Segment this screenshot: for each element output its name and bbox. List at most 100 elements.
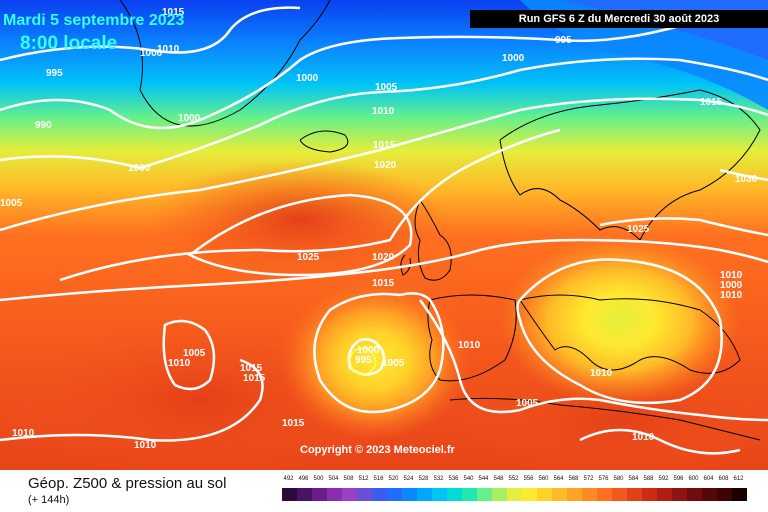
isobar-label: 1010 [458, 340, 481, 351]
isobar-label: 1000 [720, 280, 743, 291]
legend-swatch [417, 488, 432, 501]
color-scale: 492 496 500 504 508 512 516 520 524 528 532 536 540 5… [282, 476, 750, 510]
legend-swatch [342, 488, 357, 501]
legend-tick-label: 548 [493, 476, 504, 482]
isobar-label: 1000 [357, 345, 380, 356]
weather-map: 1015 1010 995 1000 1000 995 1000 990 1000 1000 100… [0, 0, 768, 470]
isobar-label: 1015 [282, 418, 305, 429]
legend-tick-label: 600 [688, 476, 699, 482]
isobar-label: 1005 [516, 398, 539, 409]
legend-tick-label: 540 [463, 476, 474, 482]
legend-tick-label: 536 [448, 476, 459, 482]
legend-swatch [657, 488, 672, 501]
isobar-label: 1005 [382, 358, 405, 369]
legend-swatch [507, 488, 522, 501]
legend-footer: Géop. Z500 & pression au sol (+ 144h) 49… [0, 470, 768, 512]
legend-swatch [372, 488, 387, 501]
legend-tick-label: 512 [358, 476, 369, 482]
isobar-label: 1010 [372, 106, 395, 117]
isobar-label: 1025 [627, 224, 650, 235]
isobar-label: 1015 [243, 373, 266, 384]
forecast-date: Mardi 5 septembre 2023 [3, 12, 185, 29]
isobar-label: 1005 [375, 82, 398, 93]
legend-tick-label: 596 [673, 476, 684, 482]
legend-tick-label: 604 [703, 476, 714, 482]
legend-tick-label: 516 [373, 476, 384, 482]
legend-swatch [462, 488, 477, 501]
legend-tick-label: 532 [433, 476, 444, 482]
isobar-label: 1010 [168, 358, 191, 369]
legend-tick-label: 508 [343, 476, 354, 482]
isobar-label: 1015 [373, 140, 396, 151]
legend-swatch [477, 488, 492, 501]
legend-tick-label: 572 [583, 476, 594, 482]
legend-swatch [327, 488, 342, 501]
legend-tick-label: 524 [403, 476, 414, 482]
legend-swatch [582, 488, 597, 501]
geopotential-field [0, 0, 768, 470]
legend-tick-label: 608 [718, 476, 729, 482]
legend-swatch [717, 488, 732, 501]
copyright: Copyright © 2023 Meteociel.fr [300, 444, 455, 456]
legend-tick-label: 556 [523, 476, 534, 482]
isobar-label: 1010 [12, 428, 35, 439]
coastlines [119, 0, 761, 441]
isobar-label: 1000 [502, 53, 525, 64]
legend-swatch [702, 488, 717, 501]
isobar-label: 1010 [134, 440, 157, 451]
legend-swatch [612, 488, 627, 501]
legend-title: Géop. Z500 & pression au sol [28, 475, 227, 492]
legend-tick-label: 560 [538, 476, 549, 482]
isobars [0, 6, 768, 455]
isobar-label: 1005 [0, 198, 23, 209]
legend-swatch [627, 488, 642, 501]
isobar-label: 1010 [720, 270, 743, 281]
legend-swatch [687, 488, 702, 501]
isobar-label: 1000 [178, 113, 201, 124]
legend-tick-label: 500 [313, 476, 324, 482]
legend-subtitle: (+ 144h) [28, 494, 70, 506]
legend-tick-label: 544 [478, 476, 489, 482]
isobar-label: 1020 [374, 160, 397, 171]
legend-swatch [387, 488, 402, 501]
isobar-label: 1010 [720, 290, 743, 301]
run-info: Run GFS 6 Z du Mercredi 30 août 2023 [470, 10, 768, 28]
legend-swatch [282, 488, 297, 501]
isobar-label: 1015 [700, 97, 723, 108]
legend-tick-label: 612 [733, 476, 744, 482]
legend-tick-label: 564 [553, 476, 564, 482]
legend-tick-label: 552 [508, 476, 519, 482]
isobar-label: 1015 [162, 7, 185, 18]
legend-swatch [492, 488, 507, 501]
legend-swatch [567, 488, 582, 501]
legend-swatch [672, 488, 687, 501]
legend-swatch [402, 488, 417, 501]
legend-tick-label: 592 [658, 476, 669, 482]
forecast-time: 8:00 locale [20, 33, 118, 54]
isobar-label: 1010 [157, 44, 180, 55]
legend-tick-label: 528 [418, 476, 429, 482]
legend-tick-label: 576 [598, 476, 609, 482]
isobar-label: 995 [46, 68, 63, 79]
legend-tick-label: 584 [628, 476, 639, 482]
legend-swatch [297, 488, 312, 501]
legend-swatch [732, 488, 747, 501]
isobar-label: 1015 [372, 278, 395, 289]
isobar-label: 995 [555, 35, 572, 46]
legend-tick-label: 580 [613, 476, 624, 482]
isobar-label: 1000 [296, 73, 319, 84]
legend-tick-label: 496 [298, 476, 309, 482]
legend-swatch [522, 488, 537, 501]
legend-swatch [357, 488, 372, 501]
legend-swatch [537, 488, 552, 501]
legend-swatch [312, 488, 327, 501]
isobar-label: 995 [355, 355, 372, 366]
legend-swatch [552, 488, 567, 501]
isobar-label: 1000 [128, 163, 151, 174]
legend-tick-label: 492 [283, 476, 294, 482]
isobar-label: 1010 [590, 368, 613, 379]
isobar-label: 1010 [632, 432, 655, 443]
legend-tick-label: 520 [388, 476, 399, 482]
legend-swatch [642, 488, 657, 501]
legend-tick-label: 568 [568, 476, 579, 482]
